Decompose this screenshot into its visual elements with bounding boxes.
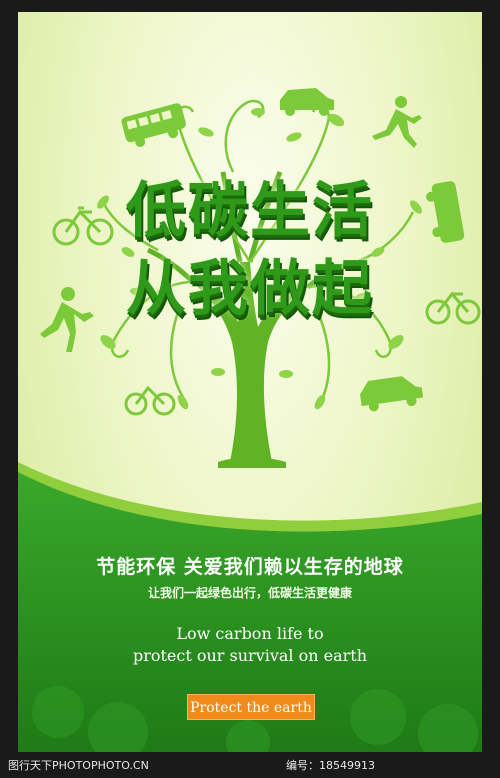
headline-line-1: 低碳生活 (126, 176, 374, 246)
car-icon (280, 88, 334, 116)
footer: 图行天下PHOTOPHOTO.CN 编号：18549913 (0, 754, 500, 778)
slogan-english-line-1: Low carbon life to (176, 624, 324, 643)
bicycle-icon (124, 385, 176, 416)
vine-swirls (101, 99, 415, 398)
bicycle-icon (425, 291, 481, 325)
bicycle-icon (52, 206, 114, 246)
tree-illustration (40, 88, 481, 468)
tree-icon (146, 171, 357, 468)
footer-id: 编号：18549913 (286, 759, 375, 772)
bus-icon (426, 181, 465, 243)
green-band (18, 442, 482, 752)
headline-line-2: 从我做起 (126, 254, 374, 324)
poster: 低碳生活 从我做起 节能环保 关爱我们赖以生存的地球 让我们一起绿 (18, 12, 482, 752)
headline: 低碳生活 从我做起 (18, 172, 482, 328)
bus-icon (121, 103, 186, 147)
car-icon (360, 376, 424, 412)
runner-icon (372, 96, 422, 148)
slogan-chinese-sub: 让我们一起绿色出行，低碳生活更健康 (147, 586, 352, 600)
slogan-english-line-2: protect our survival on earth (132, 646, 368, 665)
slogan-chinese: 节能环保 关爱我们赖以生存的地球 (96, 556, 404, 578)
footer-site: 图行天下PHOTOPHOTO.CN (8, 759, 149, 772)
runner-icon (40, 287, 94, 352)
protect-the-earth-button[interactable]: Protect the earth (187, 694, 315, 720)
